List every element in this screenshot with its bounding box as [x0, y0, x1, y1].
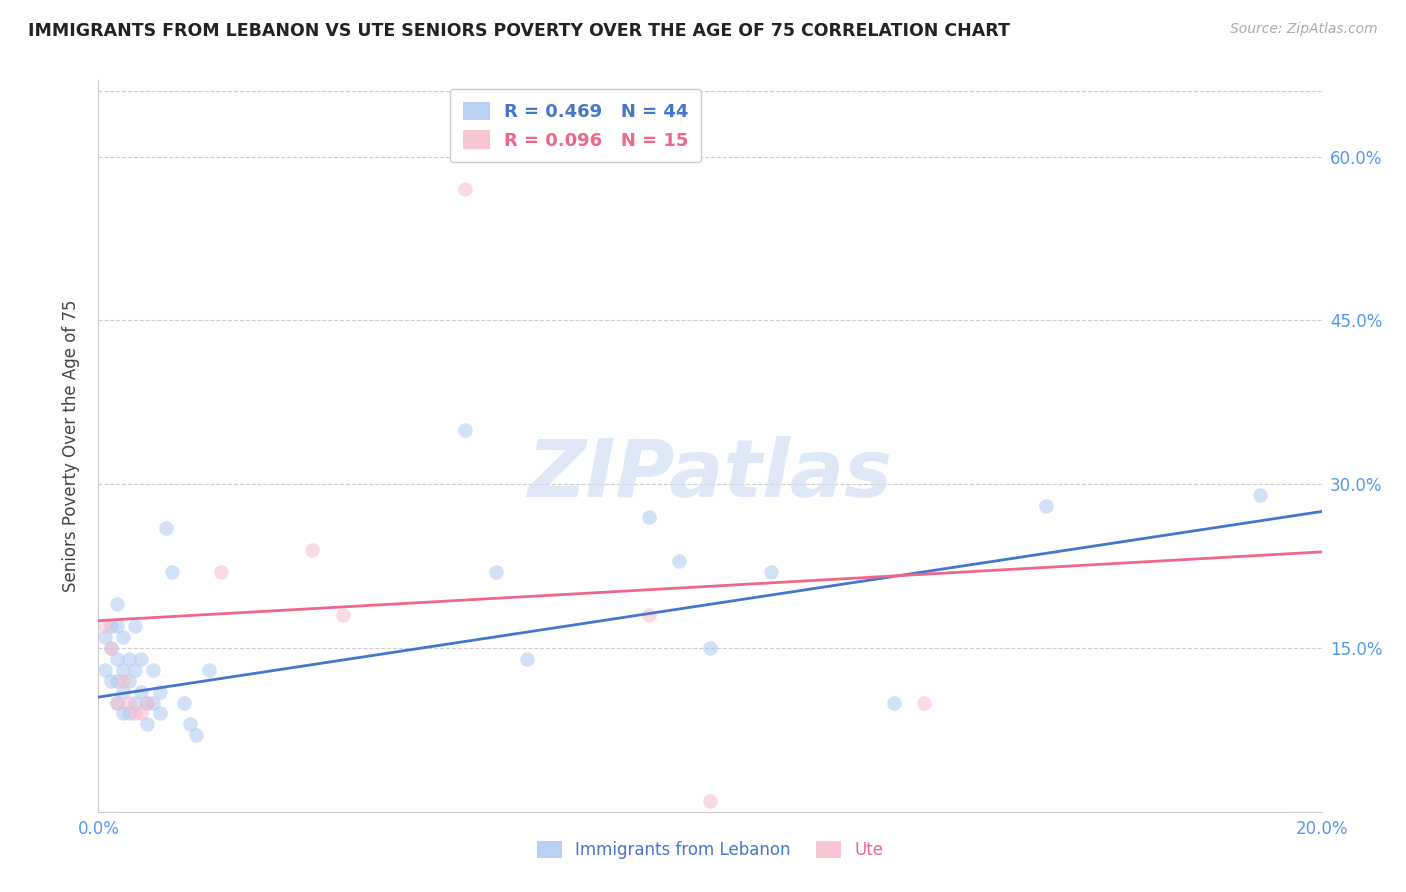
Point: [111, 706, 134, 721]
Point: [129, 684, 152, 698]
Point: [637, 510, 661, 524]
Point: [111, 630, 134, 644]
Point: [160, 565, 183, 579]
Point: [668, 554, 690, 568]
Point: [516, 652, 538, 666]
Point: [93, 663, 115, 677]
Point: [118, 652, 141, 666]
Point: [93, 630, 115, 644]
Point: [129, 706, 152, 721]
Point: [105, 696, 128, 710]
Point: [699, 640, 721, 655]
Point: [637, 608, 661, 623]
Point: [197, 663, 219, 677]
Point: [149, 706, 172, 721]
Point: [209, 565, 232, 579]
Point: [149, 684, 172, 698]
Point: [111, 684, 134, 698]
Point: [136, 696, 159, 710]
Point: [142, 663, 165, 677]
Text: ZIPatlas: ZIPatlas: [527, 436, 893, 515]
Point: [136, 717, 159, 731]
Point: [485, 565, 508, 579]
Point: [1035, 499, 1057, 513]
Point: [883, 696, 905, 710]
Point: [124, 619, 146, 633]
Point: [301, 542, 323, 557]
Point: [124, 696, 146, 710]
Point: [1249, 488, 1271, 502]
Point: [699, 794, 721, 808]
Point: [105, 673, 128, 688]
Point: [454, 423, 477, 437]
Text: Source: ZipAtlas.com: Source: ZipAtlas.com: [1230, 22, 1378, 37]
Point: [142, 696, 165, 710]
Point: [179, 717, 201, 731]
Point: [111, 673, 134, 688]
Legend: Immigrants from Lebanon, Ute: Immigrants from Lebanon, Ute: [530, 834, 890, 865]
Point: [118, 696, 141, 710]
Point: [124, 706, 146, 721]
Point: [173, 696, 195, 710]
Point: [100, 640, 122, 655]
Point: [332, 608, 354, 623]
Point: [105, 597, 128, 611]
Point: [912, 696, 935, 710]
Point: [100, 640, 122, 655]
Point: [105, 696, 128, 710]
Point: [111, 663, 134, 677]
Point: [100, 673, 122, 688]
Point: [100, 619, 122, 633]
Point: [136, 696, 159, 710]
Y-axis label: Seniors Poverty Over the Age of 75: Seniors Poverty Over the Age of 75: [62, 300, 80, 592]
Point: [759, 565, 782, 579]
Point: [186, 728, 208, 742]
Point: [124, 663, 146, 677]
Point: [93, 619, 115, 633]
Point: [118, 706, 141, 721]
Point: [454, 182, 477, 196]
Point: [105, 619, 128, 633]
Point: [155, 521, 177, 535]
Point: [105, 652, 128, 666]
Point: [129, 652, 152, 666]
Text: IMMIGRANTS FROM LEBANON VS UTE SENIORS POVERTY OVER THE AGE OF 75 CORRELATION CH: IMMIGRANTS FROM LEBANON VS UTE SENIORS P…: [28, 22, 1010, 40]
Point: [118, 673, 141, 688]
